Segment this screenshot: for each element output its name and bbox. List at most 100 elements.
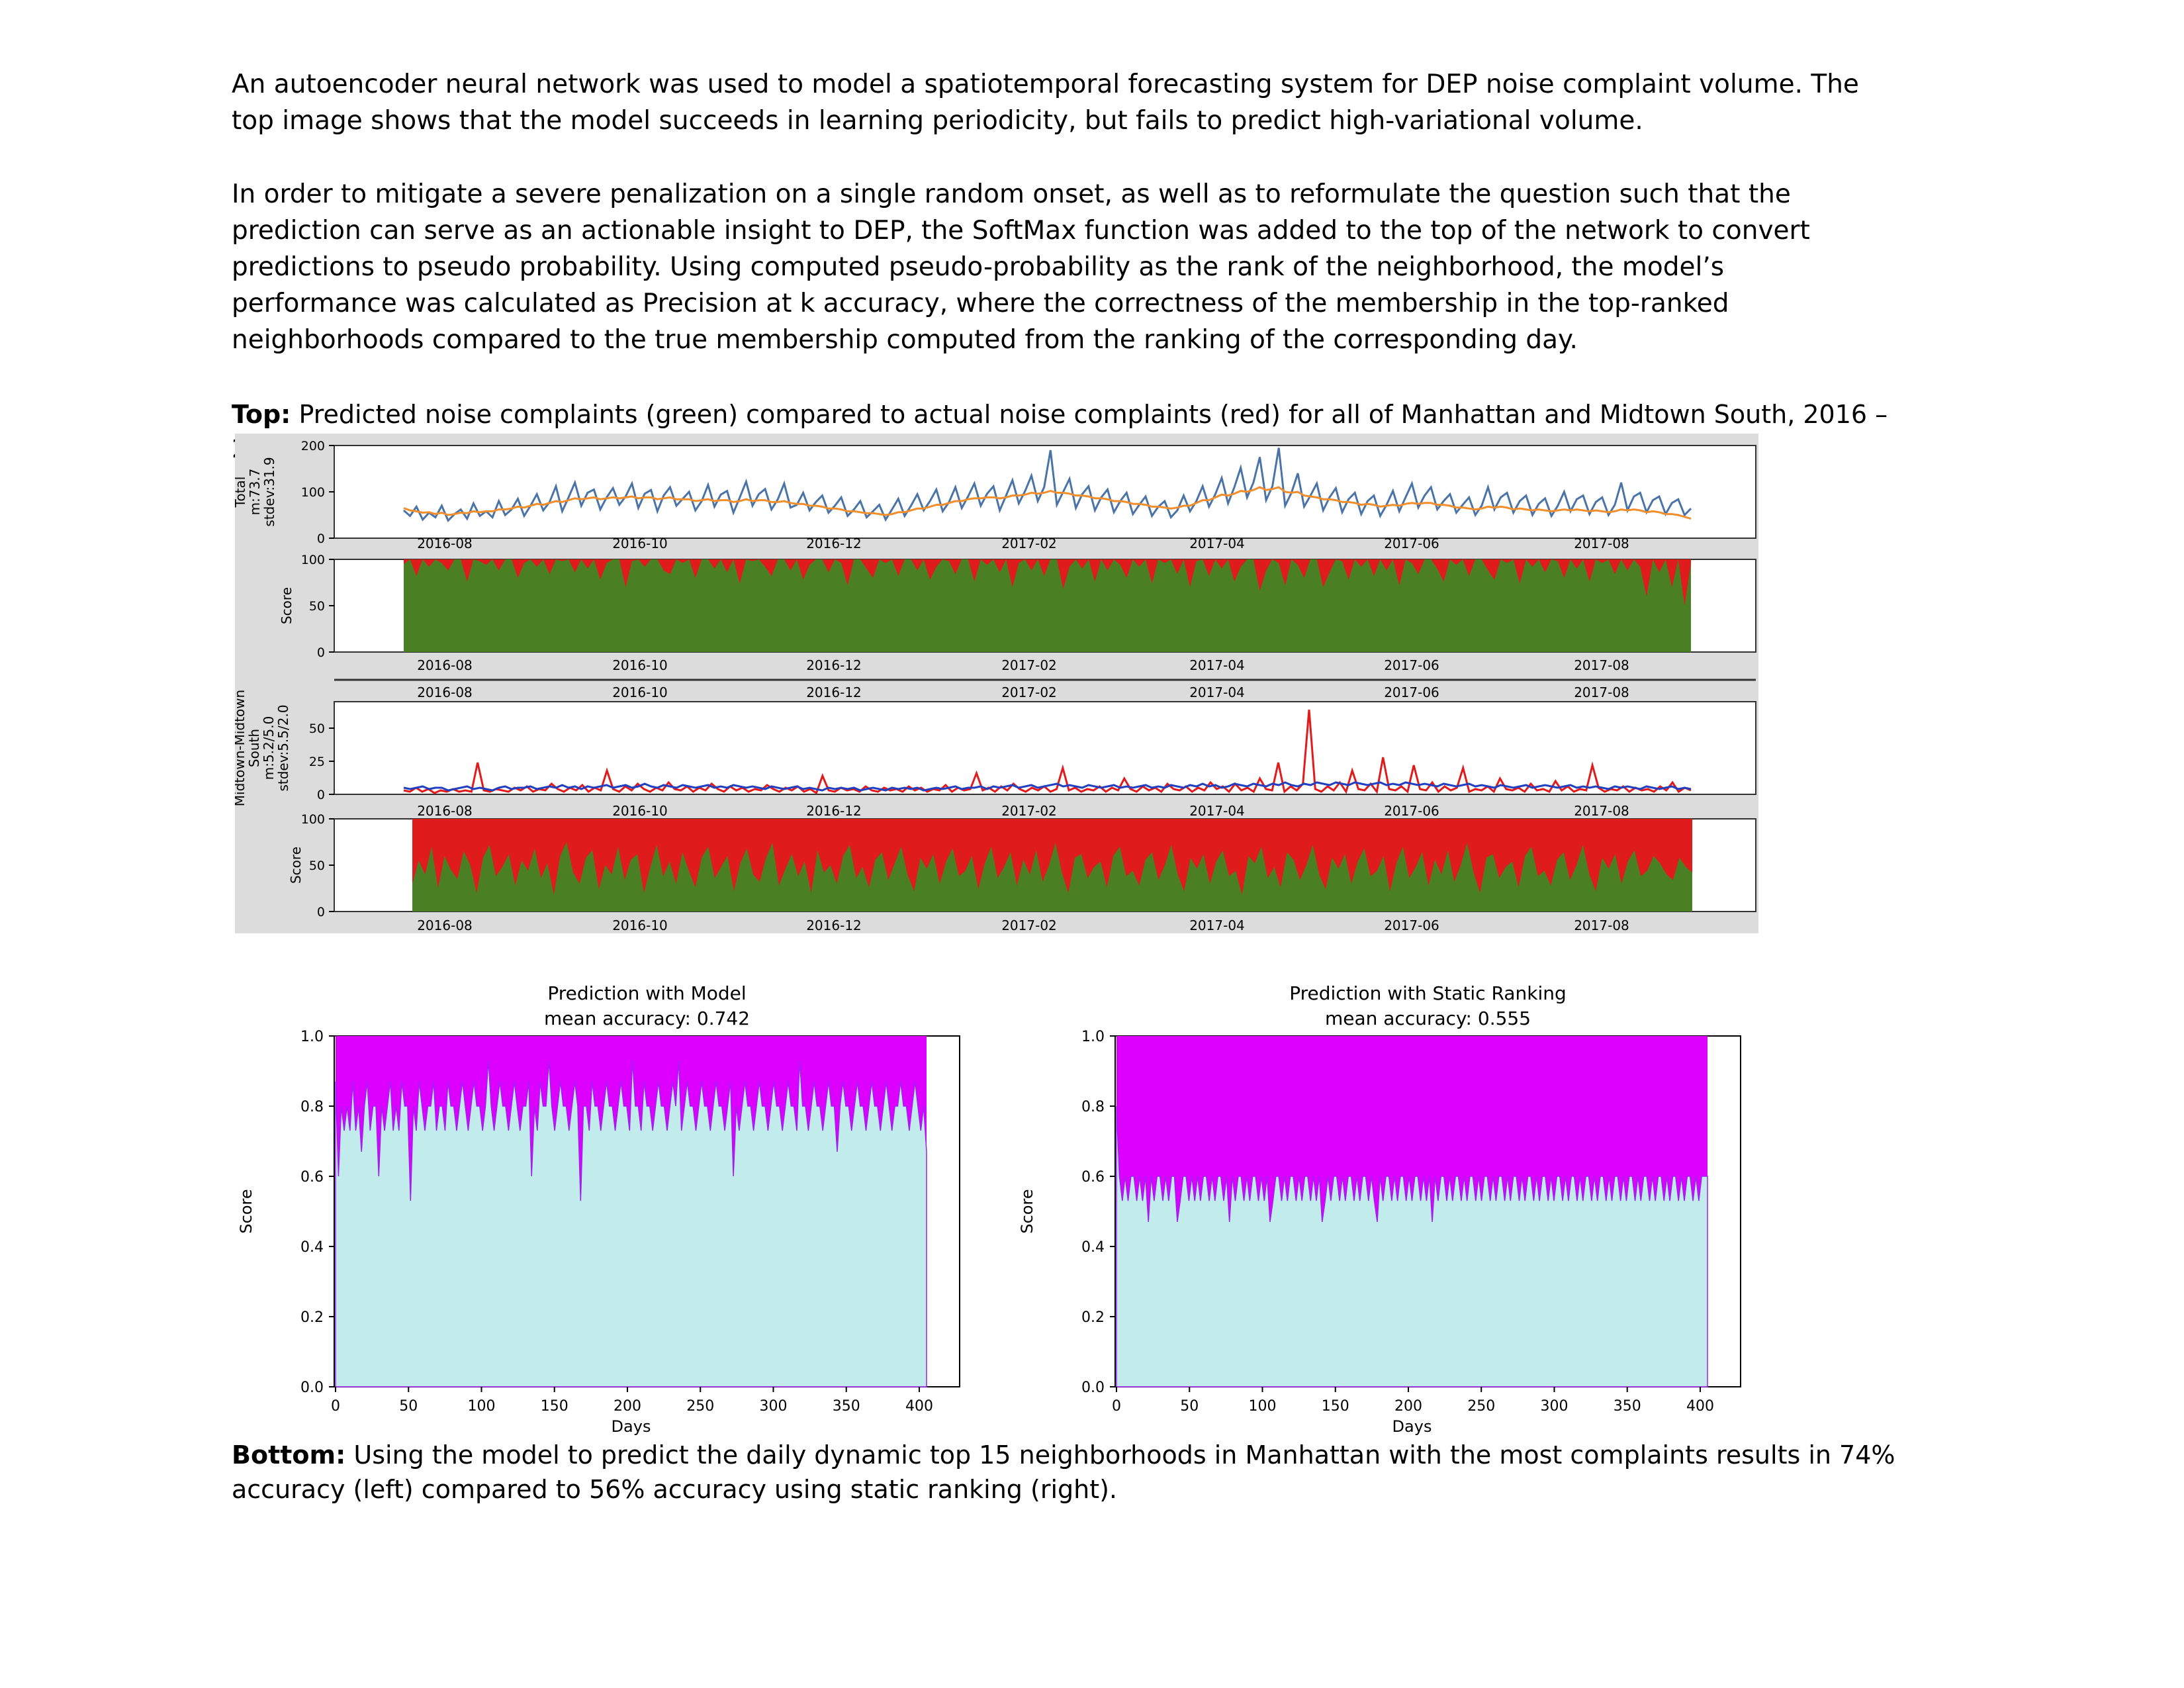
static-chart-ytick-label: 0.8 <box>1081 1099 1105 1115</box>
panel-2-frame <box>334 701 1756 795</box>
panel-1-secondary-xtick-label: 2016-10 <box>612 684 668 700</box>
bottom-caption-label: Bottom: <box>232 1440 346 1470</box>
midtown-ylabel-line: m:5.2/5.0 <box>261 716 277 780</box>
panel-2-xtick-label: 2016-12 <box>806 803 862 819</box>
panel-3-xtick-label: 2016-10 <box>612 917 668 933</box>
static-chart-ytick-label: 0.6 <box>1081 1169 1105 1186</box>
model-chart-ytick-label: 0.4 <box>300 1239 324 1256</box>
panel-3-xtick-label: 2017-02 <box>1001 917 1057 933</box>
panel-3-ytick-label: 0 <box>317 905 325 919</box>
model-chart-ytick-label: 0.8 <box>300 1099 324 1115</box>
intro-paragraph: An autoencoder neural network was used t… <box>232 70 1859 136</box>
model-chart-ytick-label: 0.2 <box>300 1309 324 1326</box>
top-figure-caption: Top: Predicted noise complaints (green) … <box>232 397 1952 466</box>
total-ylabel-line: Total <box>235 477 248 508</box>
panel-1-xtick-label: 2016-12 <box>806 657 862 673</box>
panel-2-xtick-label: 2017-08 <box>1574 803 1629 819</box>
top-caption-label: Top: <box>232 400 291 429</box>
static-chart-xtick-label: 200 <box>1394 1398 1422 1415</box>
panel-3-ytick-label: 50 <box>309 859 325 873</box>
score-ylabel-2-line: Score <box>288 847 304 884</box>
panel-1-score-area <box>404 559 1691 652</box>
model-chart-xtick-label: 350 <box>833 1398 860 1415</box>
panel-2-xtick-label: 2016-10 <box>612 803 668 819</box>
panel-1-ytick-label: 50 <box>309 599 325 614</box>
panel-0-ytick-label: 200 <box>301 439 325 453</box>
time-series-figure: 0 100 200 2016-08 2016-10 2016-12 2017-02 2017-… <box>232 434 1758 933</box>
static-chart-subtitle: mean accuracy: 0.555 <box>1325 1008 1531 1029</box>
panel-1-secondary-xtick-label: 2017-02 <box>1001 684 1057 700</box>
panel-0-series-1-line <box>403 486 1692 520</box>
static-chart-xtick-label: 0 <box>1112 1398 1121 1415</box>
model-chart-xtick-label: 0 <box>331 1398 340 1415</box>
static-chart-ytick-label: 1.0 <box>1081 1029 1105 1045</box>
panel-1-xtick-label: 2016-08 <box>417 657 473 673</box>
static-chart-xtick-label: 100 <box>1248 1398 1276 1415</box>
panel-2-xtick-label: 2017-06 <box>1384 803 1439 819</box>
panel-1-ytick-label: 0 <box>317 645 325 660</box>
panel-0-xtick-label: 2017-02 <box>1001 536 1057 551</box>
panel-2-series-1-line <box>403 781 1692 792</box>
panel-1-secondary-xtick-label: 2017-06 <box>1384 684 1439 700</box>
static-chart-xtick-label: 50 <box>1180 1398 1199 1415</box>
static-chart-xtick-label: 400 <box>1686 1398 1714 1415</box>
model-chart-ylabel: Score <box>237 1189 255 1233</box>
time-series-svg: 0 100 200 2016-08 2016-10 2016-12 2017-02 2017-… <box>232 439 1756 933</box>
total-ylabel-line: stdev:31.9 <box>261 457 277 526</box>
model-chart-xtick-label: 150 <box>541 1398 569 1415</box>
method-paragraph: In order to mitigate a severe penalizati… <box>232 179 1810 355</box>
model-chart-title: Prediction with Model <box>547 982 746 1004</box>
model-chart-ytick-label: 1.0 <box>300 1029 324 1045</box>
model-chart-ytick-label: 0.0 <box>300 1380 324 1396</box>
static-chart-ytick-label: 0.2 <box>1081 1309 1105 1326</box>
panel-2-xtick-label: 2017-04 <box>1189 803 1245 819</box>
panel-2-series-0-line <box>403 709 1692 795</box>
static-chart-xtick-label: 250 <box>1467 1398 1495 1415</box>
model-chart-ytick-label: 0.6 <box>300 1169 324 1186</box>
score-ylabel-1-line: Score <box>279 587 295 624</box>
static-chart-xtick-label: 300 <box>1540 1398 1568 1415</box>
score-ylabel-2: Score <box>288 847 304 884</box>
static-chart-xtick-label: 150 <box>1322 1398 1349 1415</box>
panel-1-secondary-xtick-label: 2017-04 <box>1189 684 1245 700</box>
midtown-ylabel-line: South <box>246 729 262 767</box>
panel-3-xtick-label: 2016-08 <box>417 917 473 933</box>
score-ylabel-1: Score <box>279 587 295 624</box>
panel-1-xtick-label: 2017-08 <box>1574 657 1629 673</box>
panel-1-ytick-label: 100 <box>301 553 325 567</box>
panel-0-xtick-label: 2016-10 <box>612 536 668 551</box>
model-chart-xtick-label: 250 <box>686 1398 714 1415</box>
panel-1-xtick-label: 2016-10 <box>612 657 668 673</box>
static-chart-ytick-label: 0.4 <box>1081 1239 1105 1256</box>
model-chart-xtick-label: 50 <box>399 1398 418 1415</box>
midtown-ylabel: Midtown-MidtownSouthm:5.2/5.0stdev:5.5/2… <box>232 690 291 806</box>
total-ylabel-line: m:73.7 <box>247 469 263 516</box>
panel-2-ytick-label: 25 <box>309 755 325 769</box>
panel-2-ytick-label: 0 <box>317 788 325 802</box>
panel-2-xtick-label: 2017-02 <box>1001 803 1057 819</box>
model-chart-xtick-label: 100 <box>467 1398 495 1415</box>
static-chart-title: Prediction with Static Ranking <box>1289 982 1567 1004</box>
panel-3-score-area <box>412 842 1692 912</box>
panel-2-ytick-label: 50 <box>309 722 325 736</box>
panel-1-xtick-label: 2017-06 <box>1384 657 1439 673</box>
panel-1-xtick-label: 2017-04 <box>1189 657 1245 673</box>
panel-3-ytick-label: 100 <box>301 812 325 827</box>
panel-2-xtick-label: 2016-08 <box>417 803 473 819</box>
static-chart-xtick-label: 350 <box>1614 1398 1641 1415</box>
model-chart-xtick-label: 200 <box>614 1398 641 1415</box>
panel-0-xtick-label: 2017-06 <box>1384 536 1439 551</box>
model-chart-xtick-label: 300 <box>759 1398 787 1415</box>
model-chart-xtick-label: 400 <box>905 1398 933 1415</box>
panel-1-secondary-xtick-label: 2016-12 <box>806 684 862 700</box>
panel-3-xtick-label: 2016-12 <box>806 917 862 933</box>
panel-0-xtick-label: 2016-12 <box>806 536 862 551</box>
panel-0-xtick-label: 2017-04 <box>1189 536 1245 551</box>
panel-3-xtick-label: 2017-06 <box>1384 917 1439 933</box>
accuracy-svg: Prediction with Model mean accuracy: 0.74… <box>237 982 1741 1436</box>
panel-1-xtick-label: 2017-02 <box>1001 657 1057 673</box>
model-chart-accuracy-area <box>335 1060 927 1387</box>
panel-0-xtick-label: 2016-08 <box>417 536 473 551</box>
panel-0-ytick-label: 100 <box>301 485 325 500</box>
